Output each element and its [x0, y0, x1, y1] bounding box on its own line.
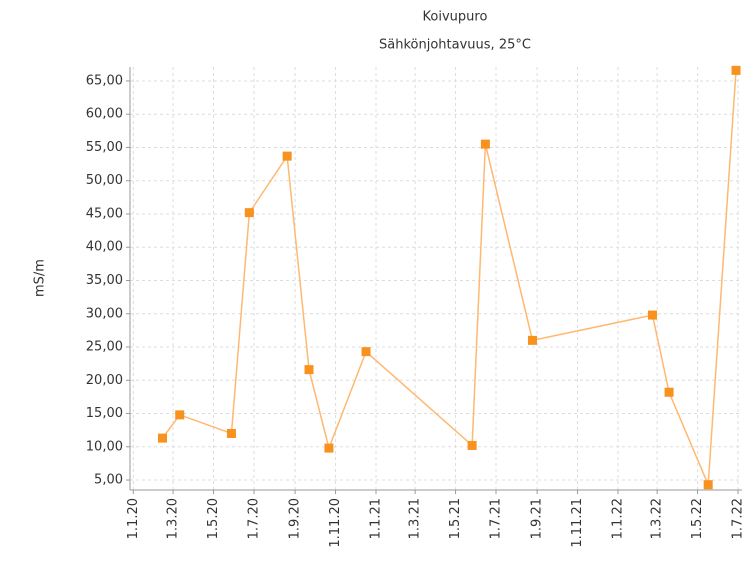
data-point	[361, 347, 371, 357]
x-tick-label: 1.3.22	[650, 498, 665, 539]
data-point	[324, 443, 334, 453]
y-tick-label: 40,00	[86, 240, 123, 255]
y-tick-label: 55,00	[86, 140, 123, 155]
x-tick-label: 1.11.21	[570, 498, 585, 548]
x-tick-label: 1.7.20	[246, 498, 261, 539]
x-tick-label: 1.9.20	[288, 498, 303, 539]
y-tick-label: 50,00	[86, 173, 123, 188]
y-tick-label: 35,00	[86, 273, 123, 288]
y-tick-label: 65,00	[86, 73, 123, 88]
data-point	[244, 208, 254, 218]
data-point	[304, 365, 314, 375]
data-point	[703, 480, 713, 490]
data-point	[480, 139, 490, 149]
y-tick-label: 45,00	[86, 206, 123, 221]
x-tick-label: 1.1.22	[611, 498, 626, 539]
y-tick-label: 15,00	[86, 406, 123, 421]
x-tick-label: 1.11.20	[328, 498, 343, 548]
y-tick-label: 60,00	[86, 107, 123, 122]
data-point	[175, 410, 185, 420]
y-axis-label: mS/m	[33, 259, 48, 297]
y-tick-label: 30,00	[86, 306, 123, 321]
y-tick-label: 25,00	[86, 340, 123, 355]
chart-subtitle: Sähkönjohtavuus, 25°C	[379, 38, 531, 53]
x-tick-label: 1.1.21	[368, 498, 383, 539]
data-line	[161, 70, 737, 485]
x-tick-label: 1.7.22	[731, 498, 746, 539]
x-tick-label: 1.9.21	[530, 498, 545, 539]
data-point	[226, 428, 236, 438]
data-point	[282, 151, 292, 161]
y-tick-label: 10,00	[86, 439, 123, 454]
x-tick-label: 1.1.20	[126, 498, 141, 539]
chart-title: Koivupuro	[423, 10, 488, 25]
data-point	[467, 440, 477, 450]
x-tick-label: 1.5.22	[690, 498, 705, 539]
data-point	[647, 310, 657, 320]
x-tick-label: 1.3.21	[408, 498, 423, 539]
y-tick-label: 20,00	[86, 373, 123, 388]
x-tick-label: 1.3.20	[166, 498, 181, 539]
data-point	[664, 387, 674, 397]
data-point	[157, 433, 167, 443]
data-point	[527, 335, 537, 345]
x-tick-label: 1.5.21	[448, 498, 463, 539]
data-point	[731, 65, 741, 75]
x-tick-label: 1.7.21	[489, 498, 504, 539]
x-tick-label: 1.5.20	[206, 498, 221, 539]
y-tick-label: 5,00	[94, 473, 123, 488]
